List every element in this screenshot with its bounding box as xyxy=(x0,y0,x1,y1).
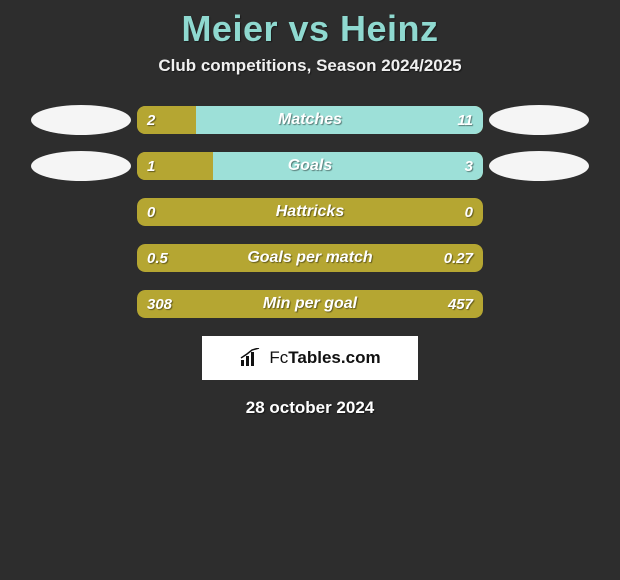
stat-row: 00Hattricks xyxy=(0,198,620,226)
comparison-card: Meier vs Heinz Club competitions, Season… xyxy=(0,0,620,418)
player-avatar xyxy=(489,151,589,181)
stat-rows: 211Matches 13Goals 00Hattricks 0.50.27Goals… xyxy=(0,106,620,318)
attribution-logo[interactable]: FcTables.com xyxy=(202,336,418,380)
page-title: Meier vs Heinz xyxy=(0,8,620,50)
stat-bar: 00Hattricks xyxy=(137,198,483,226)
right-avatar-slot xyxy=(483,105,595,135)
stat-label: Min per goal xyxy=(137,290,483,318)
stat-row: 0.50.27Goals per match xyxy=(0,244,620,272)
stat-bar: 211Matches xyxy=(137,106,483,134)
stat-bar: 0.50.27Goals per match xyxy=(137,244,483,272)
player-avatar xyxy=(31,105,131,135)
stat-row: 308457Min per goal xyxy=(0,290,620,318)
stat-label: Goals per match xyxy=(137,244,483,272)
logo-text: FcTables.com xyxy=(269,348,380,368)
stat-label: Matches xyxy=(137,106,483,134)
stat-bar: 308457Min per goal xyxy=(137,290,483,318)
date-label: 28 october 2024 xyxy=(0,398,620,418)
stat-label: Goals xyxy=(137,152,483,180)
stat-bar: 13Goals xyxy=(137,152,483,180)
chart-icon xyxy=(239,348,263,368)
player-avatar xyxy=(489,105,589,135)
stat-row: 13Goals xyxy=(0,152,620,180)
stat-label: Hattricks xyxy=(137,198,483,226)
left-avatar-slot xyxy=(25,151,137,181)
left-avatar-slot xyxy=(25,105,137,135)
right-avatar-slot xyxy=(483,151,595,181)
player-avatar xyxy=(31,151,131,181)
stat-row: 211Matches xyxy=(0,106,620,134)
subtitle: Club competitions, Season 2024/2025 xyxy=(0,56,620,76)
